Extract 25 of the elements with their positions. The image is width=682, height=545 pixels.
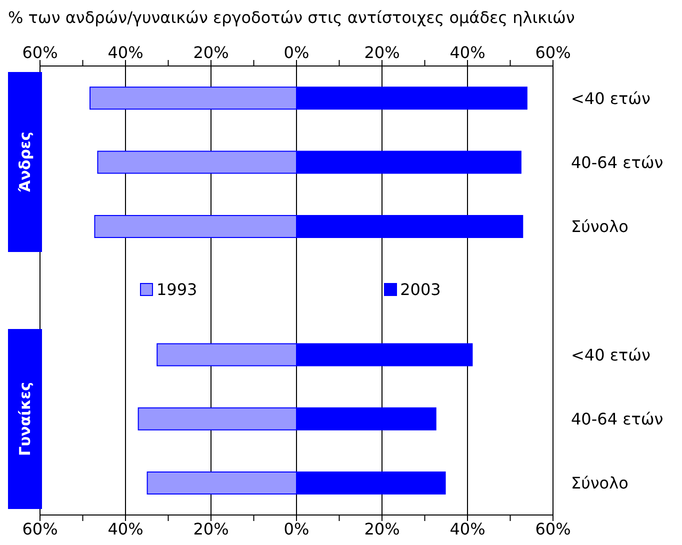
y-tick-label: <40 ετών bbox=[571, 345, 651, 364]
x-tick-label: 0% bbox=[284, 519, 310, 538]
x2-tick-label: 60% bbox=[535, 43, 571, 62]
legend-label: 2003 bbox=[400, 280, 441, 298]
y-tick-label: Σύνολο bbox=[571, 474, 628, 493]
y-tick-label: <40 ετών bbox=[571, 88, 651, 108]
group-tab: Άνδρες bbox=[8, 72, 42, 252]
x2-tick-label: 40% bbox=[450, 43, 486, 62]
x2-tick-label: 20% bbox=[364, 43, 400, 62]
x-tick-label: 60% bbox=[535, 519, 571, 538]
x-tick-label: 20% bbox=[193, 519, 229, 538]
y-tick-label: 40-64 ετών bbox=[571, 409, 664, 428]
x2-tick-label: 60% bbox=[22, 43, 58, 62]
x-tick-label: 40% bbox=[108, 519, 144, 538]
chart-title: % των ανδρών/γυναικών εργοδοτών στις αντίστοιχες ομάδες ηλικιών bbox=[8, 8, 575, 27]
x-tick-label: 40% bbox=[450, 519, 486, 538]
x-tick-label: 60% bbox=[22, 519, 58, 538]
legend-label: 1993 bbox=[156, 280, 198, 298]
x2-tick-label: 40% bbox=[108, 43, 144, 62]
group-tab: Γυναίκες bbox=[8, 328, 42, 509]
x-tick-label: 20% bbox=[364, 519, 400, 538]
y-tick-label: Σύνολο bbox=[571, 217, 628, 236]
x2-tick-label: 0% bbox=[284, 43, 310, 62]
x2-tick-label: 20% bbox=[193, 43, 229, 62]
y-tick-label: 40-64 ετών bbox=[571, 152, 664, 172]
